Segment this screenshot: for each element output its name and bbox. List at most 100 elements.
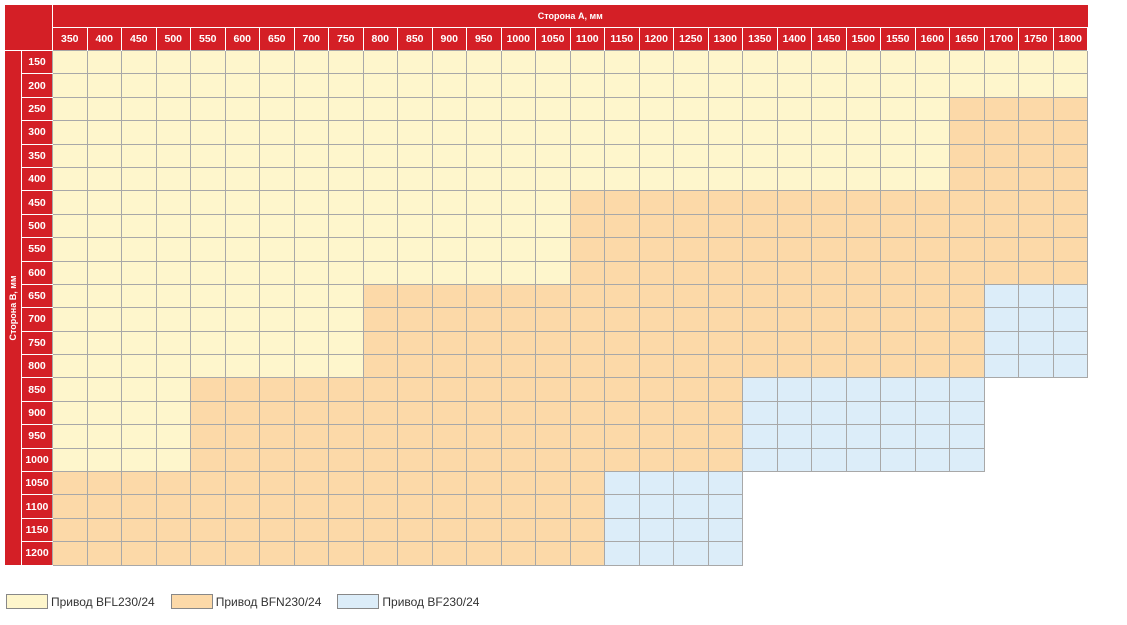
cell-bfl (293, 330, 329, 356)
y-tick-label: 600 (21, 261, 53, 285)
cell-bfn (983, 190, 1019, 215)
cell-bfl (293, 354, 329, 379)
cell-bfn (362, 517, 398, 543)
cell-bfn (328, 377, 364, 402)
cell-bfl (500, 73, 536, 98)
cell-bfl (224, 190, 260, 215)
cell-bfl (431, 73, 467, 98)
cell-bfl (500, 143, 536, 168)
cell-bfl (776, 143, 812, 168)
cell-bf (638, 541, 674, 566)
cell-bfl (880, 166, 916, 192)
cell-bfn (190, 424, 226, 449)
empty-cell (1018, 518, 1053, 542)
cell-bfn (638, 213, 674, 239)
cell-bfn (535, 354, 571, 379)
cell-bfn (811, 330, 847, 356)
cell-bfl (431, 120, 467, 145)
cell-bfn (569, 494, 605, 519)
cell-bfl (121, 143, 157, 168)
x-tick-label: 1400 (777, 27, 812, 51)
cell-bfn (535, 377, 571, 402)
cell-bfl (776, 120, 812, 145)
cell-bfn (397, 377, 433, 402)
cell-bf (1018, 354, 1054, 379)
cell-bfl (121, 424, 157, 449)
cell-bfn (845, 283, 881, 309)
cell-bfl (190, 73, 226, 98)
cell-bfn (742, 190, 778, 215)
cell-bfl (328, 354, 364, 379)
cell-bfl (155, 330, 191, 356)
empty-cell (984, 377, 1019, 402)
cell-bf (1018, 307, 1054, 332)
cell-bfn (190, 447, 226, 473)
cell-bfl (535, 213, 571, 239)
cell-bfl (604, 143, 640, 168)
cell-bfl (190, 143, 226, 168)
cell-bfn (742, 213, 778, 239)
cell-bfl (155, 354, 191, 379)
cell-bfn (604, 213, 640, 239)
cell-bfl (155, 143, 191, 168)
cell-bfl (52, 96, 88, 122)
cell-bfn (431, 330, 467, 356)
cell-bfl (86, 354, 122, 379)
x-tick-label: 900 (432, 27, 467, 51)
cell-bfl (121, 120, 157, 145)
cell-bfn (569, 517, 605, 543)
cell-bfl (535, 49, 571, 75)
cell-bfn (52, 494, 88, 519)
cell-bfl (604, 49, 640, 75)
cell-bf (949, 400, 985, 426)
cell-bfn (949, 354, 985, 379)
cell-bf (673, 471, 709, 496)
cell-bfn (259, 517, 295, 543)
cell-bfl (742, 73, 778, 98)
cell-bfl (638, 73, 674, 98)
cell-bfl (811, 49, 847, 75)
cell-bfl (742, 96, 778, 122)
cell-bfn (224, 517, 260, 543)
cell-bfn (535, 424, 571, 449)
y-axis-title-cell: Сторона В, мм (5, 50, 22, 566)
cell-bfn (397, 517, 433, 543)
cell-bf (811, 377, 847, 402)
cell-bfn (880, 307, 916, 332)
cell-bfl (224, 166, 260, 192)
cell-bfn (604, 307, 640, 332)
cell-bfl (328, 120, 364, 145)
cell-bfl (293, 283, 329, 309)
cell-bfl (155, 49, 191, 75)
cell-bfl (155, 400, 191, 426)
cell-bf (845, 377, 881, 402)
legend-item: Привод BFN230/24 (170, 594, 321, 609)
cell-bfl (52, 424, 88, 449)
cell-bfn (949, 143, 985, 168)
cell-bfn (1052, 120, 1088, 145)
cell-bfl (190, 190, 226, 215)
cell-bfl (121, 377, 157, 402)
cell-bfl (259, 330, 295, 356)
empty-cell (1018, 377, 1053, 402)
cell-bfl (190, 330, 226, 356)
cell-bfn (914, 190, 950, 215)
cell-bfl (224, 96, 260, 122)
cell-bfn (638, 424, 674, 449)
empty-cell (1053, 541, 1088, 566)
cell-bfl (535, 143, 571, 168)
cell-bfn (914, 213, 950, 239)
cell-bfl (155, 260, 191, 285)
cell-bfl (86, 307, 122, 332)
empty-cell (777, 494, 812, 519)
cell-bfl (328, 73, 364, 98)
y-tick-label: 950 (21, 424, 53, 449)
empty-cell (846, 541, 881, 566)
cell-bf (914, 400, 950, 426)
cell-bf (811, 447, 847, 473)
cell-bfn (638, 400, 674, 426)
cell-bfn (500, 377, 536, 402)
cell-bfn (397, 354, 433, 379)
cell-bfn (604, 190, 640, 215)
cell-bfn (121, 471, 157, 496)
